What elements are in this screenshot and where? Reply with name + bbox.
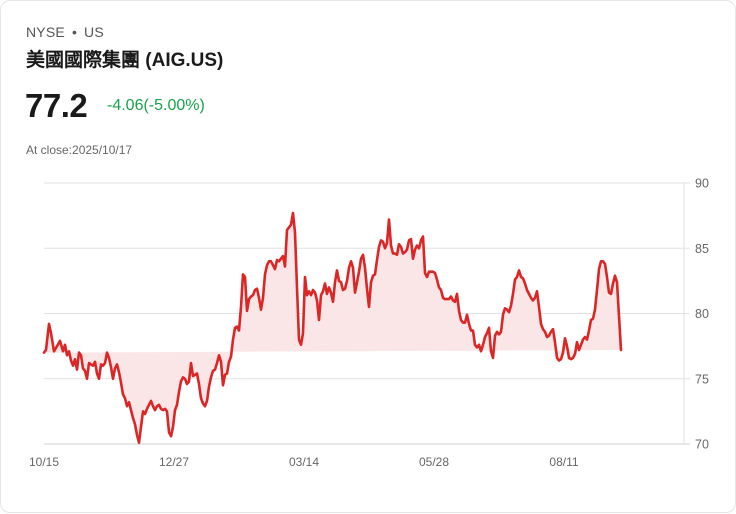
stock-title: 美國國際集團 (AIG.US) [26, 50, 224, 71]
separator-dot: • [71, 24, 78, 40]
exchange-name: NYSE [26, 24, 65, 40]
x-axis-labels: 10/15 12/27 03/14 05/28 08/11 [29, 455, 579, 469]
x-tick-label: 12/27 [159, 455, 189, 469]
price-change: -4.06(-5.00%) [107, 97, 205, 114]
price-line [42, 211, 623, 444]
x-tick-label: 05/28 [419, 455, 449, 469]
y-tick-label: 85 [695, 242, 709, 256]
current-price: 77.2 [25, 87, 88, 124]
price-area-fill [44, 213, 621, 443]
y-axis-labels: 90 85 80 75 70 [695, 177, 709, 452]
y-tick-label: 90 [695, 177, 709, 191]
x-tick-label: 08/11 [549, 455, 578, 469]
x-tick-label: 10/15 [29, 455, 59, 469]
x-tick-label: 03/14 [289, 455, 319, 469]
close-date: At close:2025/10/17 [26, 143, 133, 157]
exchange-line: NYSE • US [26, 24, 104, 40]
y-tick-label: 75 [695, 372, 709, 386]
market-name: US [84, 24, 104, 40]
y-tick-label: 70 [695, 438, 709, 452]
y-tick-label: 80 [695, 307, 709, 321]
